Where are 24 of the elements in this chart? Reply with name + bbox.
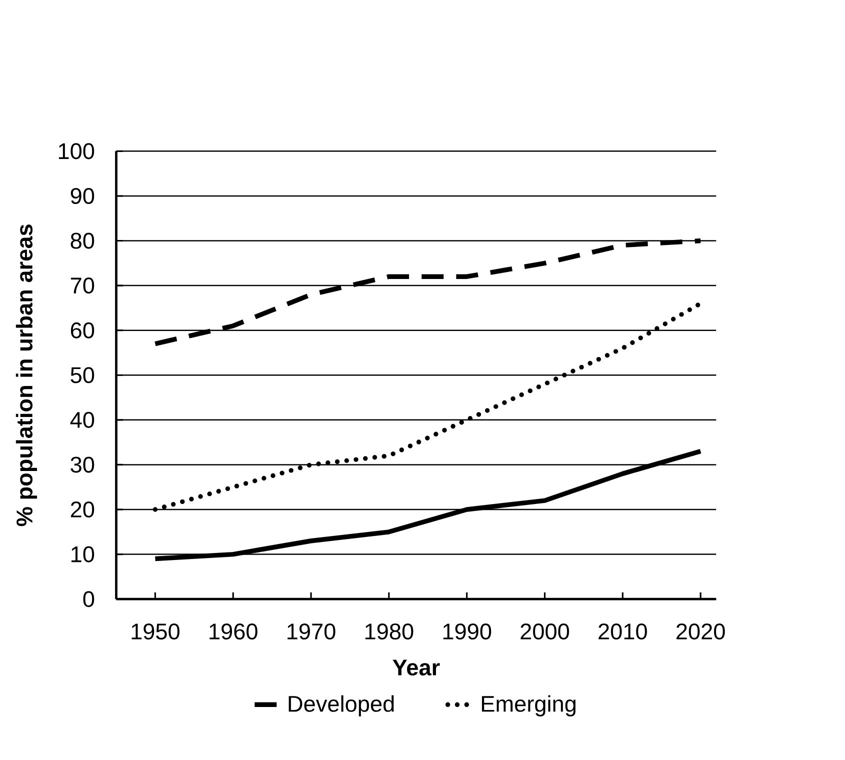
x-tick-label: 2000 <box>520 623 570 640</box>
x-tick-label: 1990 <box>443 623 492 640</box>
y-tick-label: 60 <box>70 322 94 338</box>
x-tick-label: 2020 <box>676 623 725 640</box>
y-tick-label: 10 <box>72 546 94 562</box>
x-tick-label: 1960 <box>210 623 258 640</box>
legend-label: Developed <box>288 695 394 716</box>
y-tick-label: 80 <box>70 232 94 249</box>
y-tick-label: 50 <box>70 367 94 384</box>
y-tick-label: 100 <box>58 143 94 160</box>
y-tick-label: 30 <box>70 456 94 473</box>
y-tick-label: 40 <box>70 412 94 428</box>
line-series <box>152 238 703 346</box>
x-axis-title: Year <box>392 660 440 676</box>
y-axis-title: % population in urban areas <box>16 224 38 526</box>
x-tick-label: 1950 <box>132 623 180 640</box>
y-tick-label: 20 <box>70 501 94 518</box>
legend-label: Emerging <box>482 695 576 716</box>
x-tick-label: 1980 <box>365 623 414 640</box>
y-tick-label: 0 <box>83 591 94 608</box>
x-tick-label: 2010 <box>598 623 647 640</box>
x-tick-label: 1970 <box>288 623 336 640</box>
y-tick-label: 90 <box>70 188 94 204</box>
y-tick-label: 70 <box>70 278 94 294</box>
